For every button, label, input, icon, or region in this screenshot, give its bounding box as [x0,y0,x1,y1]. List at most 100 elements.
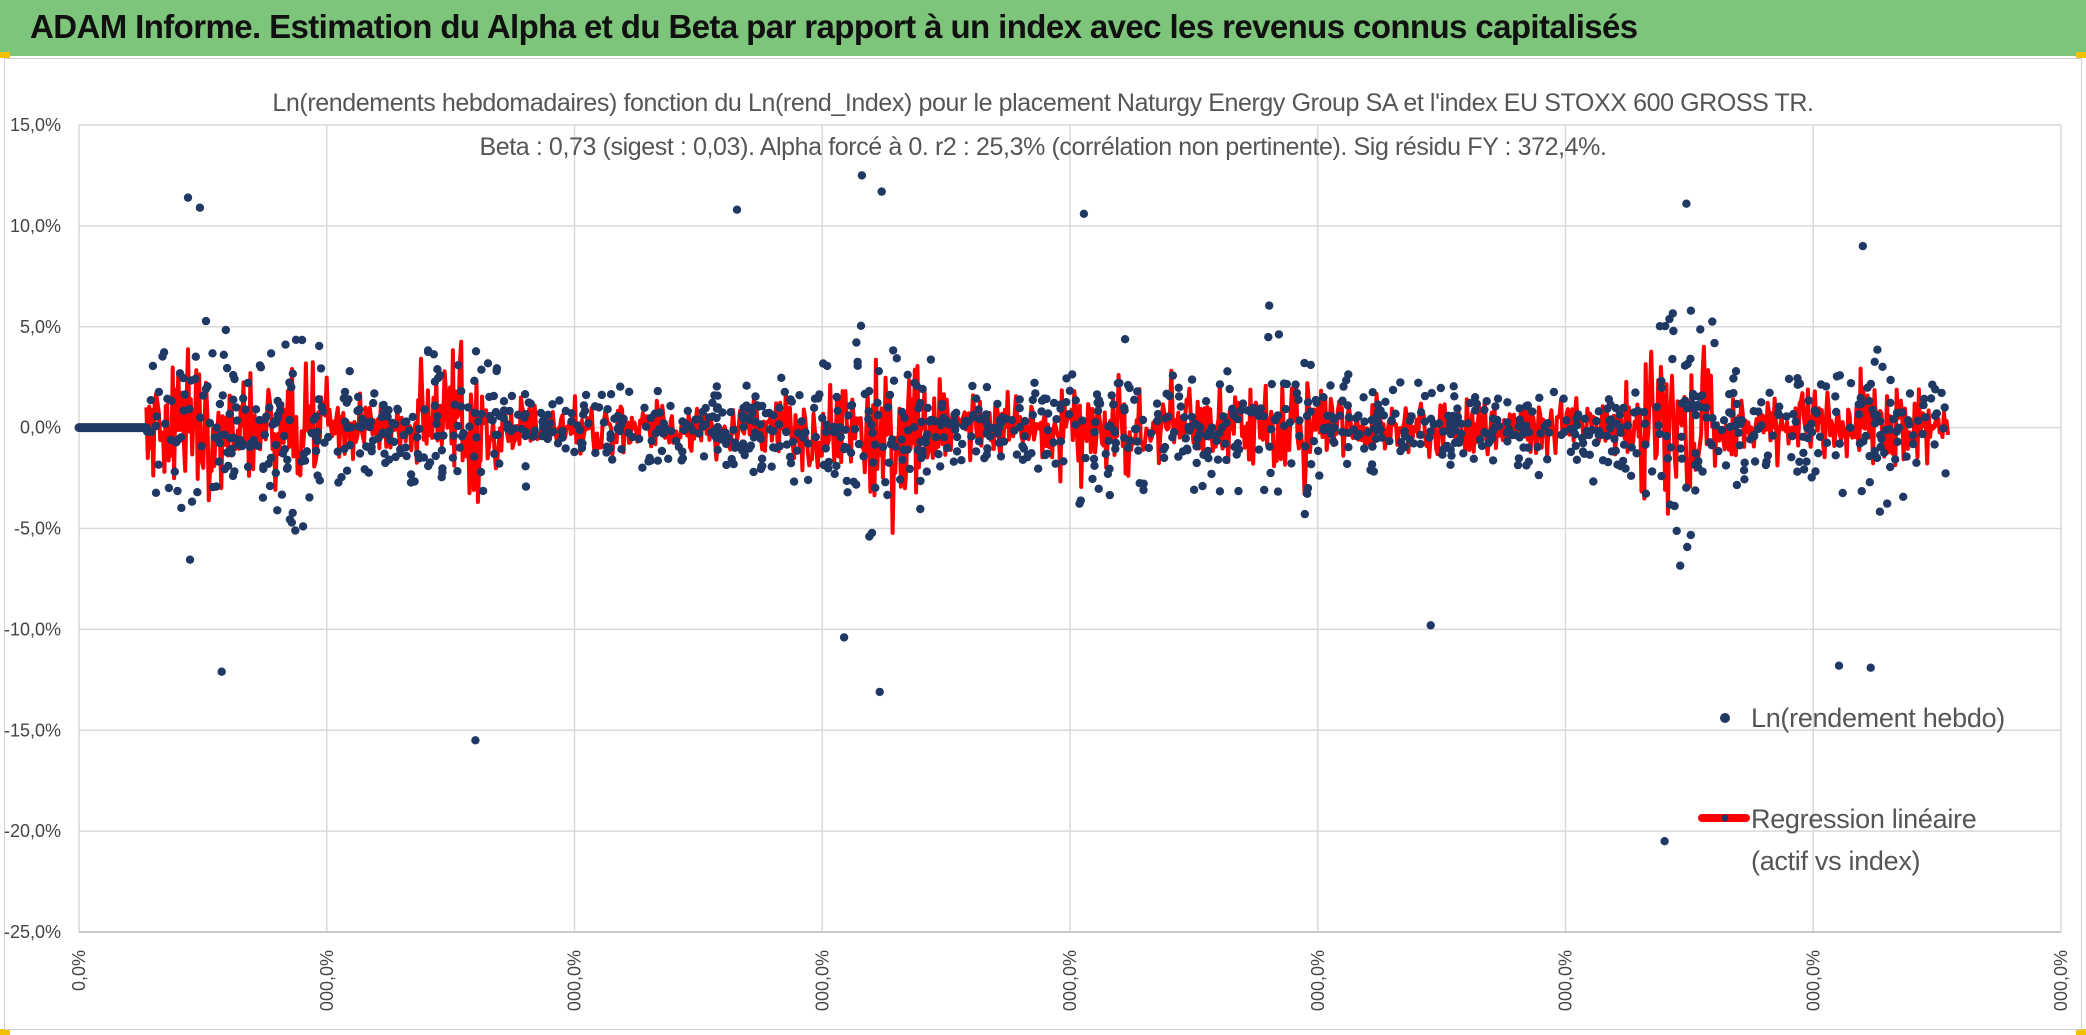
data-point [212,423,221,432]
data-point [821,444,830,453]
outlier-point [1834,661,1844,670]
data-point [789,477,799,486]
data-point [1201,397,1211,406]
data-point [1168,433,1177,442]
data-point [1908,431,1918,440]
data-point [311,446,321,456]
data-point [765,408,774,418]
data-point [909,423,919,432]
data-point [1453,412,1463,422]
data-point [1524,428,1534,437]
x-tick-label: 0,0% [69,950,89,991]
data-point [449,431,459,440]
data-point [1369,424,1379,433]
data-point [982,382,992,392]
data-point [980,413,990,422]
data-point [844,411,853,420]
data-point [1557,430,1566,440]
data-point [1784,374,1794,384]
data-point [354,422,363,431]
data-point [1513,460,1523,470]
data-point [974,405,983,414]
data-point [232,403,241,412]
data-point [780,387,789,397]
data-point [889,376,899,385]
data-point [266,349,276,358]
outlier-point [471,736,480,745]
data-point [983,444,992,453]
data-point [1523,443,1533,452]
data-point [1416,408,1426,417]
data-point [1761,460,1771,470]
data-point [1793,467,1802,476]
data-point [1521,421,1531,430]
data-point [1562,416,1571,425]
data-point [797,417,806,426]
data-point [485,392,494,402]
data-point [1471,406,1480,415]
data-point [1898,408,1907,417]
data-point [1302,411,1312,421]
data-point [1120,335,1130,344]
data-point [635,434,644,444]
data-point [718,408,727,417]
data-point [455,443,465,452]
data-point [1266,468,1275,478]
data-point [1291,380,1300,389]
data-point [258,493,268,502]
data-point [1416,430,1425,440]
y-tick-label: 15,0% [10,115,61,135]
data-point [1442,441,1452,451]
data-point [400,418,409,427]
data-point [1891,455,1900,464]
data-point [818,413,827,423]
data-point [1234,445,1244,454]
data-point [1815,432,1825,441]
data-point [570,447,579,457]
data-point [1420,391,1430,401]
data-point [1368,442,1377,451]
data-point [874,367,883,376]
data-point [219,350,228,359]
data-point [1065,410,1074,419]
data-point [543,410,553,419]
data-point [653,386,662,396]
data-point [1339,382,1348,391]
data-point [824,457,833,467]
data-point [822,420,831,429]
data-point [1799,465,1809,474]
data-point [1018,441,1027,451]
data-point [324,432,333,442]
data-point [478,486,488,496]
data-point [1886,375,1895,385]
data-point [701,420,710,429]
x-tick-label: 000,0% [1308,950,1328,1011]
data-point [1400,431,1410,441]
data-point [1657,383,1666,392]
data-point [1871,410,1881,419]
y-tick-label: 5,0% [20,317,61,337]
data-point [1754,424,1763,434]
data-point [739,422,748,432]
data-point [1146,429,1156,438]
data-point [1159,453,1169,463]
data-point [1300,509,1310,519]
data-point [1338,427,1347,437]
data-point [1105,421,1115,430]
data-point [811,432,820,442]
data-point [265,403,274,412]
data-point [191,352,200,361]
data-point [873,410,883,420]
data-point [683,406,692,416]
data-point [1274,330,1284,339]
data-point [1545,428,1554,437]
data-point [1676,561,1685,570]
data-point [1854,410,1864,419]
data-point [1115,378,1124,388]
data-point [1031,389,1040,398]
data-point [1446,460,1455,469]
data-point [390,420,400,429]
data-point [1367,415,1376,425]
data-point [1398,443,1407,453]
data-point [602,442,612,451]
